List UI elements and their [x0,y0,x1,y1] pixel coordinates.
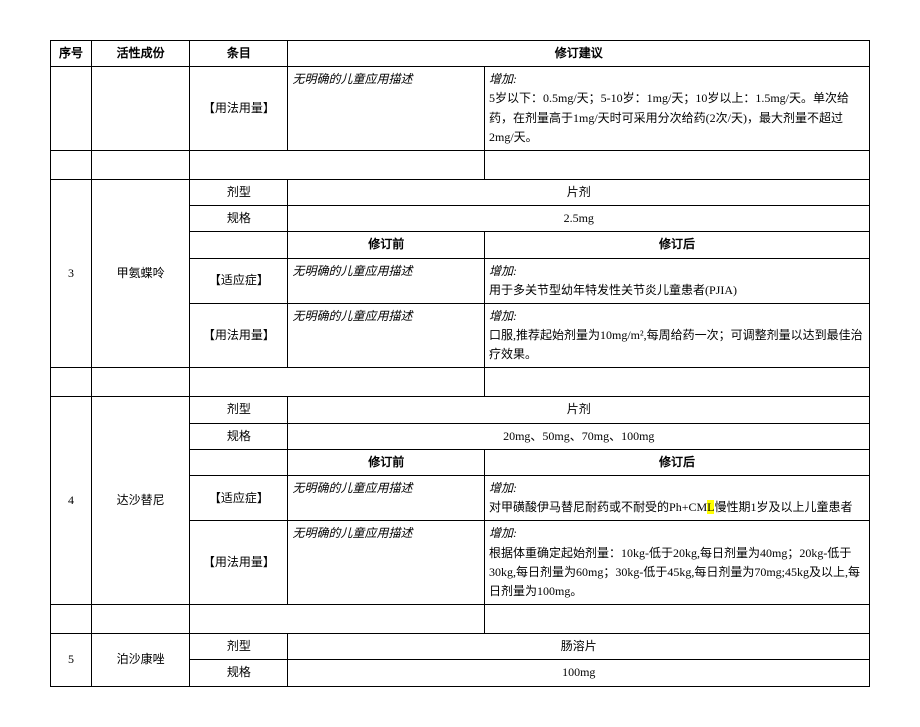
row4-form: 4 达沙替尼 剂型 片剂 [51,397,870,423]
row1-name [91,67,189,151]
row4-usage-before: 无明确的儿童应用描述 [288,521,485,605]
row1-seq [51,67,92,151]
col-seq: 序号 [51,41,92,67]
row5-seq: 5 [51,634,92,686]
row3-ind-label: 【适应症】 [190,258,288,303]
row4-ind-before: 无明确的儿童应用描述 [288,476,485,521]
row3-ind-text: 用于多关节型幼年特发性关节炎儿童患者(PJIA) [489,283,737,297]
row1-usage-label: 【用法用量】 [190,67,288,151]
row3-usage-add: 增加: [489,309,517,323]
row4-before-head: 修订前 [288,449,485,475]
row4-ind-label: 【适应症】 [190,476,288,521]
row4-subhead-empty [190,449,288,475]
row1-usage-add: 增加: [489,72,517,86]
row3-usage-before: 无明确的儿童应用描述 [288,303,485,368]
row4-ind-text2: 慢性期1岁及以上儿童患者 [714,500,852,514]
row4-form-val: 片剂 [288,397,870,423]
gap-1 [51,150,870,179]
row3-ind-before: 无明确的儿童应用描述 [288,258,485,303]
row3-spec-val: 2.5mg [288,206,870,232]
row3-after-head: 修订后 [485,232,870,258]
row3-seq: 3 [51,179,92,368]
col-ingredient: 活性成份 [91,41,189,67]
row5-name: 泊沙康唑 [91,634,189,686]
row1-usage-after: 增加: 5岁以下：0.5mg/天；5-10岁：1mg/天；10岁以上：1.5mg… [485,67,870,151]
row1-usage: 【用法用量】 无明确的儿童应用描述 增加: 5岁以下：0.5mg/天；5-10岁… [51,67,870,151]
row4-spec-val: 20mg、50mg、70mg、100mg [288,423,870,449]
row4-usage-after: 增加: 根据体重确定起始剂量：10kg-低于20kg,每日剂量为40mg；20k… [485,521,870,605]
row3-usage-label: 【用法用量】 [190,303,288,368]
row3-form: 3 甲氨蝶呤 剂型 片剂 [51,179,870,205]
row3-form-label: 剂型 [190,179,288,205]
row1-usage-before: 无明确的儿童应用描述 [288,67,485,151]
row5-form-label: 剂型 [190,634,288,660]
row4-form-label: 剂型 [190,397,288,423]
row4-name: 达沙替尼 [91,397,189,605]
row3-usage-text: 口服,推荐起始剂量为10mg/m²,每周给药一次；可调整剂量以达到最佳治疗效果。 [489,328,863,361]
revision-table: 序号 活性成份 条目 修订建议 【用法用量】 无明确的儿童应用描述 增加: 5岁… [50,40,870,687]
row5-form-val: 肠溶片 [288,634,870,660]
row4-after-head: 修订后 [485,449,870,475]
row4-usage-label: 【用法用量】 [190,521,288,605]
col-item: 条目 [190,41,288,67]
header-row: 序号 活性成份 条目 修订建议 [51,41,870,67]
row3-ind-add: 增加: [489,264,517,278]
row3-subhead-empty [190,232,288,258]
row3-before-head: 修订前 [288,232,485,258]
col-suggestion: 修订建议 [288,41,870,67]
row3-name: 甲氨蝶呤 [91,179,189,368]
row5-spec-label: 规格 [190,660,288,686]
row5-spec-val: 100mg [288,660,870,686]
row3-ind-after: 增加: 用于多关节型幼年特发性关节炎儿童患者(PJIA) [485,258,870,303]
row4-ind-after: 增加: 对甲磺酸伊马替尼耐药或不耐受的Ph+CML慢性期1岁及以上儿童患者 [485,476,870,521]
row5-form: 5 泊沙康唑 剂型 肠溶片 [51,634,870,660]
gap-2 [51,368,870,397]
row3-form-val: 片剂 [288,179,870,205]
row4-seq: 4 [51,397,92,605]
row4-spec-label: 规格 [190,423,288,449]
row4-ind-add: 增加: [489,481,517,495]
row3-usage-after: 增加: 口服,推荐起始剂量为10mg/m²,每周给药一次；可调整剂量以达到最佳治… [485,303,870,368]
gap-3 [51,605,870,634]
row3-spec-label: 规格 [190,206,288,232]
row4-usage-text: 根据体重确定起始剂量：10kg-低于20kg,每日剂量为40mg；20kg-低于… [489,546,860,598]
row4-usage-add: 增加: [489,526,517,540]
row4-ind-text1: 对甲磺酸伊马替尼耐药或不耐受的Ph+CM [489,500,707,514]
row1-usage-text: 5岁以下：0.5mg/天；5-10岁：1mg/天；10岁以上：1.5mg/天。单… [489,91,849,143]
